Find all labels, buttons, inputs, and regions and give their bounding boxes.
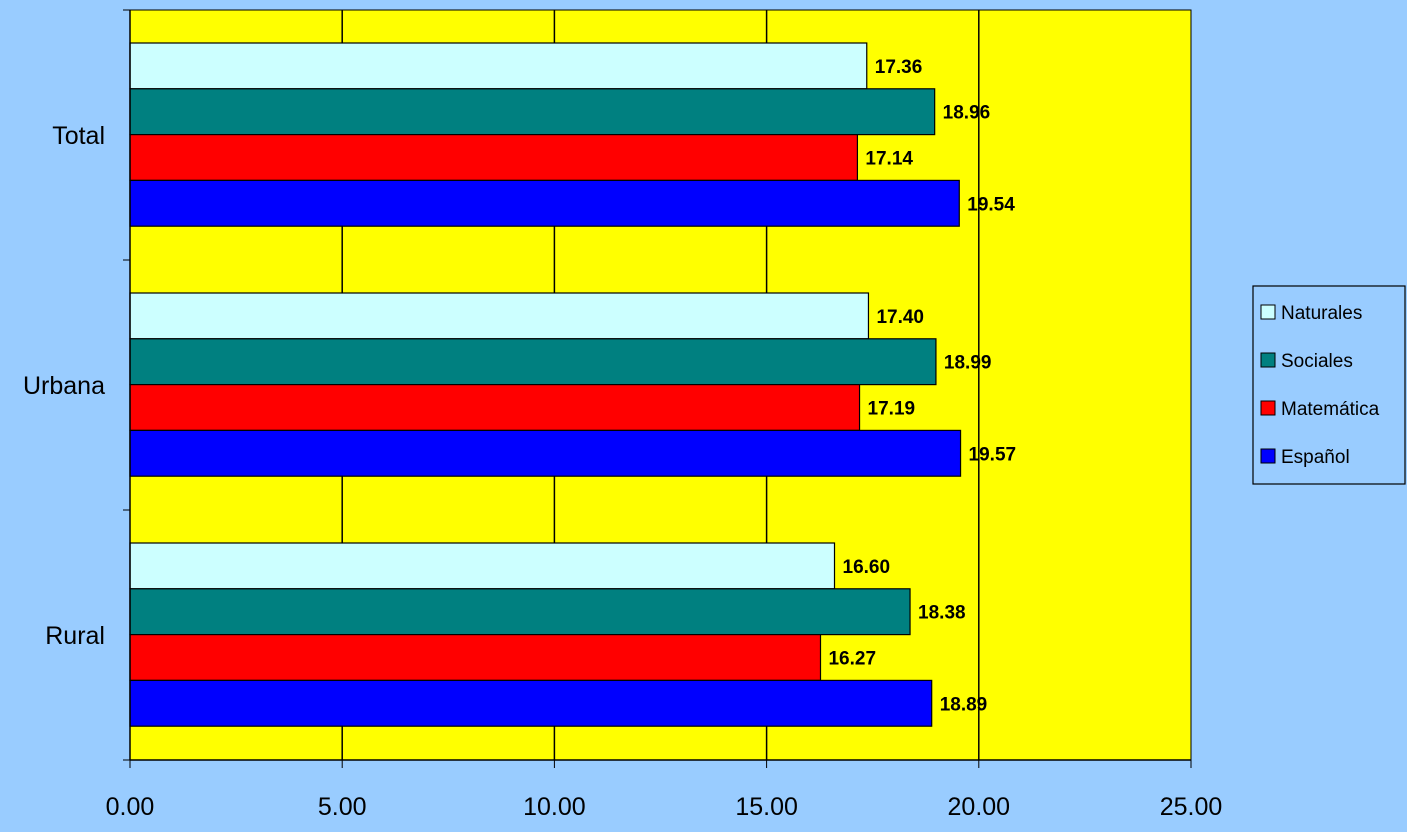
bar	[129, 679, 933, 727]
bar	[129, 633, 822, 681]
bar	[129, 429, 962, 477]
data-label: 17.19	[868, 399, 916, 420]
x-tick-label: 5.00	[318, 793, 367, 821]
x-tick-label: 15.00	[735, 793, 798, 821]
legend-swatch	[1260, 448, 1276, 464]
legend-box	[1252, 285, 1406, 485]
legend-label: Sociales	[1281, 351, 1353, 372]
category-label: Total	[52, 122, 105, 150]
legend-swatch	[1260, 400, 1276, 416]
data-label: 17.40	[876, 307, 924, 328]
bar	[129, 42, 868, 90]
legend-swatch	[1260, 352, 1276, 368]
legend-swatch	[1260, 304, 1276, 320]
bar	[129, 588, 911, 636]
data-label: 19.57	[969, 444, 1017, 465]
category-label: Rural	[45, 622, 105, 650]
legend-label: Naturales	[1281, 303, 1362, 324]
bar	[129, 88, 936, 136]
legend-label: Matemática	[1281, 399, 1380, 420]
data-label: 18.96	[943, 103, 991, 124]
data-label: 17.36	[875, 57, 923, 78]
data-label: 18.89	[940, 694, 988, 715]
x-tick-label: 20.00	[948, 793, 1011, 821]
bar	[129, 384, 861, 432]
data-label: 16.27	[828, 649, 876, 670]
data-label: 17.14	[865, 149, 913, 170]
x-tick-label: 0.00	[106, 793, 155, 821]
legend-label: Español	[1281, 447, 1350, 468]
bar	[129, 179, 960, 227]
bar	[129, 542, 836, 590]
data-label: 19.54	[967, 194, 1015, 215]
bar	[129, 134, 859, 182]
bar	[129, 292, 870, 340]
category-label: Urbana	[23, 372, 105, 400]
data-label: 18.38	[918, 603, 966, 624]
x-tick-label: 10.00	[523, 793, 586, 821]
bar	[129, 338, 937, 386]
x-tick-label: 25.00	[1160, 793, 1223, 821]
data-label: 16.60	[843, 557, 891, 578]
data-label: 18.99	[944, 353, 992, 374]
